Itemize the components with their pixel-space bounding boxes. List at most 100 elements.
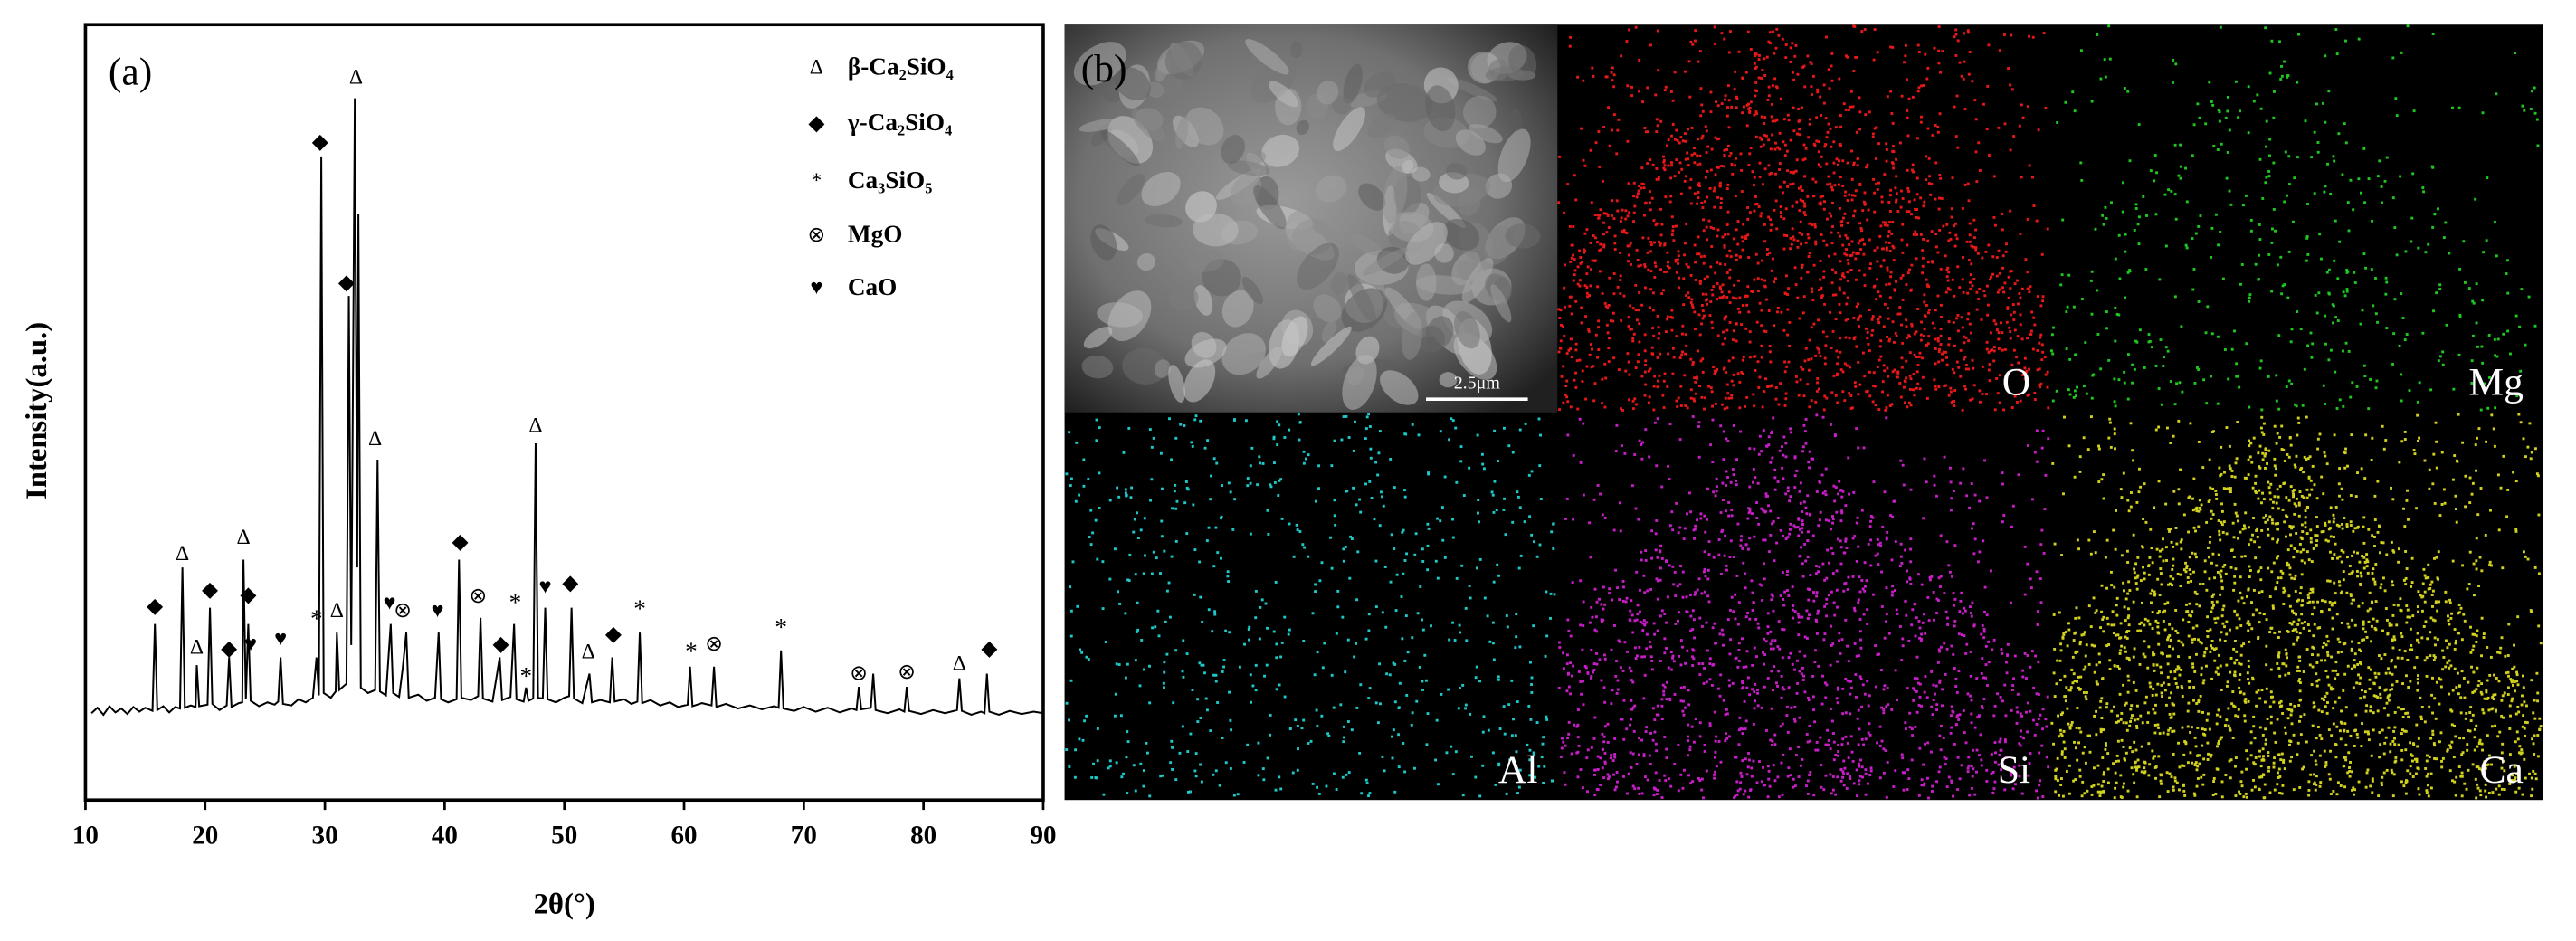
element-map-dot: [1987, 303, 1990, 307]
element-map-dot: [1163, 661, 1166, 664]
element-map-dot: [1737, 601, 1741, 604]
element-map-dot: [1254, 689, 1258, 692]
element-map-dot: [1716, 104, 1720, 108]
element-map-dot: [1925, 776, 1929, 780]
element-map-dot: [1691, 655, 1694, 659]
element-map-dot: [1998, 753, 2001, 756]
element-map-dot: [1933, 46, 1936, 50]
element-map-dot: [1872, 285, 1876, 289]
element-map-dot: [1803, 430, 1807, 433]
element-map-dot: [1576, 750, 1580, 754]
element-map-dot: [1189, 732, 1193, 736]
element-map-dot: [2004, 756, 2008, 759]
element-map-dot: [1671, 372, 1675, 375]
element-map-dot: [1577, 744, 1581, 747]
element-map-dot: [1600, 248, 1602, 252]
element-map-dot: [1994, 322, 1998, 326]
element-map-dot: [1760, 344, 1763, 347]
element-map-dot: [1812, 591, 1815, 594]
element-map-dot: [1744, 543, 1748, 547]
element-map-dot: [1090, 775, 1094, 779]
element-map-dot: [1890, 558, 1894, 562]
element-map-dot: [1497, 460, 1499, 462]
element-map-dot: [1506, 625, 1509, 629]
element-map-dot: [1937, 648, 1941, 651]
element-map-dot: [1951, 575, 1953, 578]
element-map-dot: [2167, 188, 2171, 192]
legend-symbol: ♥: [810, 276, 822, 299]
element-map-dot: [1986, 84, 1990, 88]
element-map-dot: [1822, 207, 1826, 211]
element-map-dot: [1814, 400, 1818, 404]
element-map-dot: [1697, 455, 1701, 459]
element-map-dot: [1660, 485, 1664, 489]
element-map-dot: [2067, 388, 2070, 392]
element-map-dot: [1828, 212, 1831, 215]
element-map-dot: [1104, 641, 1107, 643]
element-map-dot: [1649, 270, 1653, 273]
element-map-dot: [1573, 174, 1576, 177]
element-map-dot: [1866, 337, 1869, 340]
element-map-dot: [1126, 740, 1130, 744]
element-map-dot: [2174, 217, 2178, 221]
element-map-dot: [1808, 252, 1811, 255]
element-map-dot: [1309, 739, 1313, 743]
element-map-dot: [2035, 789, 2039, 793]
element-map-dot: [1759, 214, 1763, 218]
element-map-dot: [1767, 309, 1771, 312]
element-map-dot: [1854, 673, 1858, 676]
element-map-dot: [1475, 566, 1478, 570]
element-map-dot: [1814, 240, 1818, 243]
element-map-dot: [1912, 687, 1915, 690]
element-map-dot: [1934, 161, 1938, 165]
element-map-dot: [1607, 775, 1611, 779]
element-map-dot: [1612, 773, 1615, 776]
element-map-dot: [1750, 775, 1754, 778]
element-map-dot: [1741, 111, 1744, 115]
element-map-dot: [1924, 52, 1927, 56]
element-map-dot: [1806, 233, 1810, 236]
element-map-dot: [1595, 600, 1599, 604]
element-map-dot: [1653, 276, 1657, 279]
element-map-dot: [1747, 752, 1751, 755]
element-map-dot: [2316, 150, 2320, 154]
element-map-dot: [1915, 655, 1919, 659]
element-map-dot: [1139, 762, 1143, 765]
element-map-dot: [1744, 665, 1748, 669]
element-map-dot: [1908, 351, 1912, 355]
element-map-dot: [1869, 564, 1873, 567]
element-map-dot: [1891, 45, 1895, 49]
element-map-dot: [1739, 727, 1743, 730]
element-map-dot: [1941, 688, 1944, 691]
element-map-dot: [1974, 150, 1978, 154]
element-map-dot: [1831, 515, 1834, 518]
element-map-dot: [2104, 205, 2107, 209]
element-map-dot: [1683, 242, 1687, 245]
element-map-dot: [1611, 199, 1614, 203]
element-map-dot: [1882, 688, 1886, 691]
element-map-dot: [1748, 106, 1752, 109]
sem-texture: [1315, 175, 1347, 203]
element-map-dot: [1573, 378, 1576, 382]
element-map-dot: [1697, 577, 1701, 581]
element-map-dot: [1602, 653, 1606, 657]
element-map-dot: [1392, 661, 1395, 665]
element-map-dot: [1862, 743, 1866, 746]
element-map-dot: [1831, 202, 1834, 204]
element-map-dot: [2210, 332, 2214, 336]
element-map-dot: [1587, 329, 1591, 333]
element-map-dot: [1753, 184, 1756, 187]
element-map-dot: [1938, 112, 1942, 116]
element-map-dot: [1602, 245, 1606, 249]
element-map-dot: [2041, 795, 2045, 799]
element-map-dot: [1857, 252, 1860, 255]
element-map-dot: [1849, 686, 1853, 689]
peak-marker: ◆: [240, 583, 257, 606]
element-map-dot: [1844, 677, 1848, 680]
element-map-dot: [1795, 469, 1799, 472]
element-map-dot: [1475, 665, 1478, 669]
element-map-dot: [1579, 256, 1583, 259]
element-map-dot: [1844, 711, 1848, 715]
element-map-dot: [1564, 744, 1567, 747]
element-map-dot: [2493, 337, 2496, 341]
